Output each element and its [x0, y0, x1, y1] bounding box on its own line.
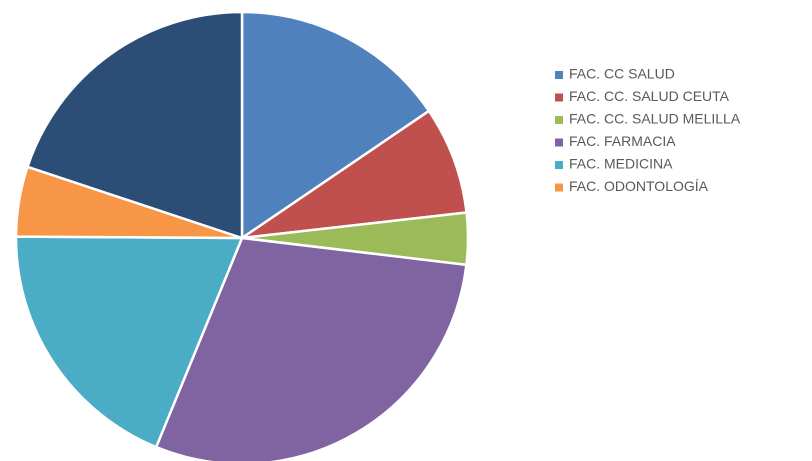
pie-slice [240, 109, 468, 240]
legend-label: FAC. ODONTOLOGÍA [569, 178, 709, 194]
legend-swatch [555, 71, 563, 79]
pie-slice [240, 10, 431, 240]
legend-label: FAC. CC. SALUD CEUTA [569, 88, 730, 104]
pie-slice [14, 235, 244, 449]
legend-label: FAC. FARMACIA [569, 133, 676, 149]
legend-label: FAC. CC. SALUD MELILLA [569, 111, 741, 127]
legend-swatch [555, 116, 563, 124]
pie-slice [26, 10, 244, 240]
legend-label: FAC. MEDICINA [569, 156, 673, 172]
legend-label: FAC. CC SALUD [569, 66, 675, 82]
legend-swatch [555, 183, 563, 192]
legend-swatch [555, 161, 563, 169]
legend-swatch [555, 138, 563, 147]
pie-slice [154, 236, 468, 461]
legend-swatch [555, 93, 563, 102]
legend: FAC. CC SALUD FAC. CC. SALUD CEUTA FAC. CC… [555, 66, 741, 194]
pie [14, 10, 470, 461]
